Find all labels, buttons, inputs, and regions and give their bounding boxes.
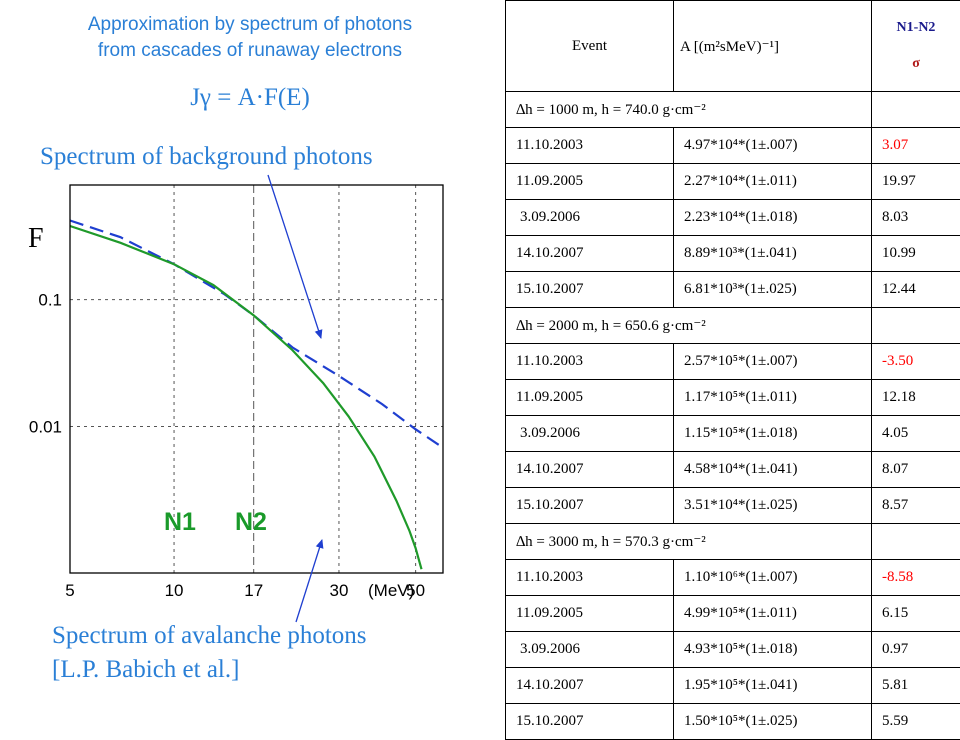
n1-n2-cell: 10.99 bbox=[872, 236, 960, 272]
results-table: Event A [(m²sMeV)⁻¹] N1-N2 σ ∆h = 1000 m… bbox=[505, 0, 960, 740]
event-cell: 11.09.2005 bbox=[506, 164, 674, 200]
n1-n2-cell: 5.59 bbox=[872, 704, 960, 740]
x-axis-unit: (MeV) bbox=[368, 581, 414, 600]
n1-n2-cell: 0.97 bbox=[872, 632, 960, 668]
n1-n2-cell: 3.07 bbox=[872, 128, 960, 164]
amplitude-cell: 2.57*10⁵*(1±.007) bbox=[674, 344, 872, 380]
amplitude-cell: 1.10*10⁶*(1±.007) bbox=[674, 560, 872, 596]
amplitude-cell: 4.58*10⁴*(1±.041) bbox=[674, 452, 872, 488]
n1-n2-cell: 12.18 bbox=[872, 380, 960, 416]
column-header-sigma: σ bbox=[872, 56, 960, 72]
group-title: ∆h = 3000 m, h = 570.3 g·cm⁻² bbox=[506, 524, 872, 560]
group-title: ∆h = 2000 m, h = 650.6 g·cm⁻² bbox=[506, 308, 872, 344]
n1-n2-cell: 12.44 bbox=[872, 272, 960, 308]
amplitude-cell: 2.23*10⁴*(1±.018) bbox=[674, 200, 872, 236]
n1-n2-cell: 8.07 bbox=[872, 452, 960, 488]
column-header-n1-n2-label: N1-N2 bbox=[897, 20, 936, 35]
amplitude-cell: 2.27*10⁴*(1±.011) bbox=[674, 164, 872, 200]
n1-n2-cell: 4.05 bbox=[872, 416, 960, 452]
n1-n2-cell: 5.81 bbox=[872, 668, 960, 704]
event-cell: 14.10.2007 bbox=[506, 452, 674, 488]
table-group-row: ∆h = 3000 m, h = 570.3 g·cm⁻² bbox=[506, 524, 960, 560]
background-arrow bbox=[268, 175, 321, 338]
column-header-n1-n2: N1-N2 σ bbox=[872, 1, 960, 92]
event-cell: 3.09.2006 bbox=[506, 632, 674, 668]
amplitude-cell: 1.50*10⁵*(1±.025) bbox=[674, 704, 872, 740]
region-label-n2: N2 bbox=[235, 508, 267, 536]
y-axis-label: F bbox=[28, 223, 44, 254]
amplitude-cell: 1.95*10⁵*(1±.041) bbox=[674, 668, 872, 704]
column-header-a: A [(m²sMeV)⁻¹] bbox=[674, 1, 872, 92]
amplitude-cell: 1.17*10⁵*(1±.011) bbox=[674, 380, 872, 416]
results-table-panel: Event A [(m²sMeV)⁻¹] N1-N2 σ ∆h = 1000 m… bbox=[505, 0, 960, 720]
y-tick-label: 0.1 bbox=[38, 291, 62, 310]
event-cell: 15.10.2007 bbox=[506, 488, 674, 524]
column-header-event: Event bbox=[506, 1, 674, 92]
amplitude-cell: 8.89*10³*(1±.041) bbox=[674, 236, 872, 272]
event-cell: 14.10.2007 bbox=[506, 236, 674, 272]
amplitude-cell: 6.81*10³*(1±.025) bbox=[674, 272, 872, 308]
avalanche-spectrum-label: Spectrum of avalanche photons bbox=[52, 622, 367, 650]
x-tick-label: 30 bbox=[329, 581, 348, 600]
background-spectrum-line bbox=[70, 221, 443, 448]
event-cell: 3.09.2006 bbox=[506, 200, 674, 236]
amplitude-cell: 4.97*10⁴*(1±.007) bbox=[674, 128, 872, 164]
amplitude-cell: 3.51*10⁴*(1±.025) bbox=[674, 488, 872, 524]
n1-n2-cell: 19.97 bbox=[872, 164, 960, 200]
event-cell: 15.10.2007 bbox=[506, 272, 674, 308]
event-cell: 14.10.2007 bbox=[506, 668, 674, 704]
event-cell: 11.09.2005 bbox=[506, 596, 674, 632]
event-cell: 11.10.2003 bbox=[506, 128, 674, 164]
avalanche-arrow bbox=[296, 540, 322, 622]
avalanche-spectrum-reference: [L.P. Babich et al.] bbox=[52, 656, 239, 684]
y-tick-label: 0.01 bbox=[29, 417, 62, 436]
n1-n2-cell: 8.57 bbox=[872, 488, 960, 524]
table-header-row: Event A [(m²sMeV)⁻¹] N1-N2 σ bbox=[506, 1, 960, 92]
n1-n2-cell: -3.50 bbox=[872, 344, 960, 380]
group-title-empty-cell bbox=[872, 92, 960, 128]
region-label-n1: N1 bbox=[164, 508, 196, 536]
group-title-empty-cell bbox=[872, 308, 960, 344]
x-tick-label: 10 bbox=[165, 581, 184, 600]
event-cell: 15.10.2007 bbox=[506, 704, 674, 740]
amplitude-cell: 4.99*10⁵*(1±.011) bbox=[674, 596, 872, 632]
n1-n2-cell: -8.58 bbox=[872, 560, 960, 596]
left-panel: Approximation by spectrum of photons fro… bbox=[0, 0, 500, 720]
x-tick-label: 17 bbox=[244, 581, 263, 600]
group-title: ∆h = 1000 m, h = 740.0 g·cm⁻² bbox=[506, 92, 872, 128]
event-cell: 11.10.2003 bbox=[506, 344, 674, 380]
event-cell: 11.10.2003 bbox=[506, 560, 674, 596]
event-cell: 11.09.2005 bbox=[506, 380, 674, 416]
n1-n2-cell: 6.15 bbox=[872, 596, 960, 632]
annotation-arrows bbox=[268, 175, 322, 622]
amplitude-cell: 1.15*10⁵*(1±.018) bbox=[674, 416, 872, 452]
x-tick-label: 5 bbox=[65, 581, 74, 600]
table-group-row: ∆h = 2000 m, h = 650.6 g·cm⁻² bbox=[506, 308, 960, 344]
table-group-row: ∆h = 1000 m, h = 740.0 g·cm⁻² bbox=[506, 92, 960, 128]
n1-n2-cell: 8.03 bbox=[872, 200, 960, 236]
event-cell: 3.09.2006 bbox=[506, 416, 674, 452]
amplitude-cell: 4.93*10⁵*(1±.018) bbox=[674, 632, 872, 668]
group-title-empty-cell bbox=[872, 524, 960, 560]
